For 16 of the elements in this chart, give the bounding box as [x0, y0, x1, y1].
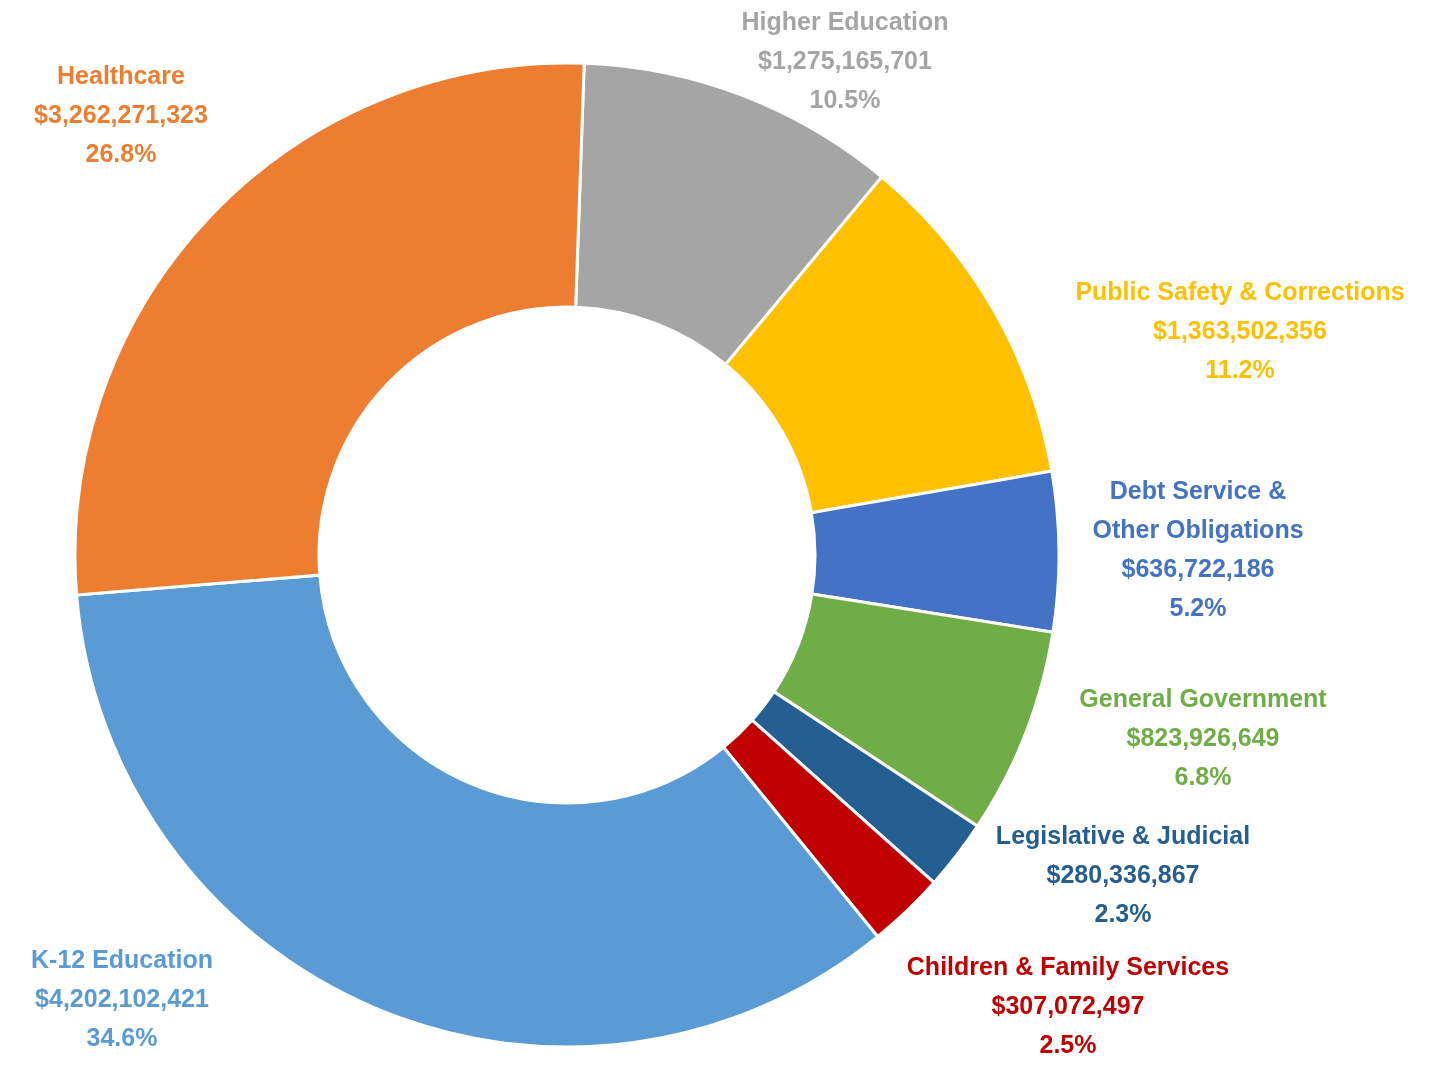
data-label: $1,363,502,356 11.2% — [1153, 316, 1327, 383]
slice-label: General Government — [1079, 684, 1328, 712]
slice-label: Debt Service & Other Obligations — [1092, 475, 1304, 543]
data-label: $280,336,867 2.3% — [1046, 860, 1200, 927]
slice-label: Legislative & Judicial — [995, 821, 1251, 849]
slice-label: Higher Education — [741, 7, 949, 35]
slice-label: Healthcare — [57, 61, 186, 89]
slice-label: Children & Family Services — [906, 952, 1230, 980]
data-label: $636,722,186 5.2% — [1121, 553, 1275, 621]
slice-label: K-12 Education — [31, 945, 213, 973]
data-label: $4,202,102,421 34.6% — [35, 984, 209, 1051]
data-label: $3,262,271,323 26.8% — [34, 100, 208, 167]
slice-label: Public Safety & Corrections — [1075, 277, 1405, 305]
data-label: $1,275,165,701 10.5% — [758, 46, 932, 113]
data-label: $307,072,497 2.5% — [991, 991, 1145, 1058]
data-label: $823,926,649 6.8% — [1126, 723, 1280, 790]
